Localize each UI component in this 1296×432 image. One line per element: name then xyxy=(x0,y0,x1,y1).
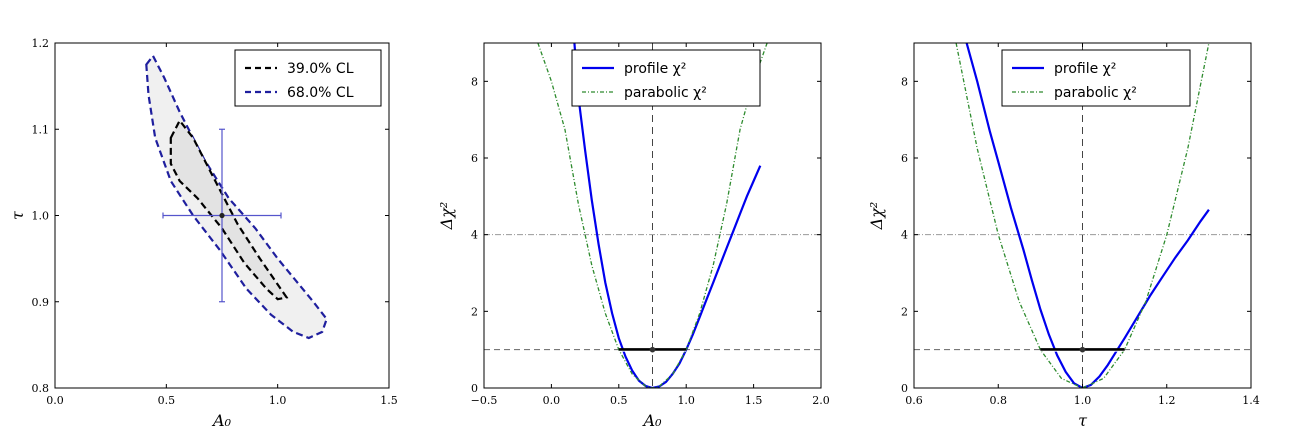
x-tick-label: 0.6 xyxy=(905,394,923,407)
y-tick-label: 0.9 xyxy=(32,296,50,309)
x-axis-label: A₀ xyxy=(211,411,232,430)
x-tick-label: 0.8 xyxy=(990,394,1008,407)
profile-chi2-curve xyxy=(965,43,1210,388)
x-tick-label: 0.5 xyxy=(158,394,176,407)
legend-label: profile χ² xyxy=(624,61,686,77)
y-tick-label: 1.1 xyxy=(32,123,50,136)
interval-center-point xyxy=(1079,346,1086,353)
y-axis-label: τ xyxy=(8,210,27,220)
parabolic-chi2-curve xyxy=(955,43,1210,388)
profile-chi2-curve xyxy=(573,43,762,388)
y-tick-label: 6 xyxy=(901,152,908,165)
y-axis-label: Δχ² xyxy=(437,202,456,231)
legend: 39.0% CL 68.0% CL xyxy=(234,49,382,107)
x-tick-label: 1.4 xyxy=(1242,394,1260,407)
plot-area xyxy=(914,43,1251,388)
legend-box xyxy=(571,49,761,107)
plot-frame xyxy=(483,42,822,389)
y-tick-label: 4 xyxy=(901,229,908,242)
x-tick-label: 0.0 xyxy=(46,394,64,407)
legend-label: parabolic χ² xyxy=(1054,85,1137,101)
y-tick-label: 1.2 xyxy=(32,37,50,50)
best-fit-point xyxy=(219,212,225,219)
legend: profile χ² parabolic χ² xyxy=(1001,49,1191,107)
legend-label: parabolic χ² xyxy=(624,85,707,101)
x-tick-label: 2.0 xyxy=(812,394,830,407)
y-tick-label: 2 xyxy=(471,305,478,318)
x-tick-label: 1.2 xyxy=(1158,394,1176,407)
y-tick-label: 0 xyxy=(471,382,478,395)
x-tick-label: 1.0 xyxy=(1074,394,1092,407)
legend: profile χ² parabolic χ² xyxy=(571,49,761,107)
x-tick-label: 1.5 xyxy=(745,394,763,407)
y-tick-label: 4 xyxy=(471,229,478,242)
y-tick-label: 6 xyxy=(471,152,478,165)
y-tick-label: 0.8 xyxy=(32,382,50,395)
legend-label: 68.0% CL xyxy=(287,85,354,101)
x-tick-label: 1.0 xyxy=(269,394,287,407)
plot-area xyxy=(484,43,821,388)
legend-label: profile χ² xyxy=(1054,61,1116,77)
x-tick-label: 1.0 xyxy=(677,394,695,407)
x-tick-label: 0.5 xyxy=(610,394,628,407)
y-tick-label: 2 xyxy=(901,305,908,318)
x-tick-label: 0.0 xyxy=(543,394,561,407)
legend-box xyxy=(234,49,382,107)
x-tick-label: −0.5 xyxy=(471,394,498,407)
y-tick-label: 0 xyxy=(901,382,908,395)
x-axis-label: τ xyxy=(1078,411,1088,430)
y-tick-label: 8 xyxy=(901,75,908,88)
y-tick-label: 1.0 xyxy=(32,210,50,223)
contour-39-cl xyxy=(169,118,289,301)
plot-area xyxy=(145,53,328,340)
x-axis-label: A₀ xyxy=(642,411,663,430)
y-tick-label: 8 xyxy=(471,75,478,88)
y-axis-label: Δχ² xyxy=(867,202,886,231)
legend-box xyxy=(1001,49,1191,107)
x-tick-label: 1.5 xyxy=(380,394,398,407)
interval-center-point xyxy=(649,346,656,353)
legend-label: 39.0% CL xyxy=(287,61,354,77)
panel-1: 0.0 0.5 1.0 1.5 0.8 0.9 1.0 1.1 1.2 A₀ τ 39.0% CL 68… xyxy=(8,37,398,430)
panel-3: 0.6 0.8 1.0 1.2 1.4 0 2 4 6 8 τ Δχ² profile χ² parabo… xyxy=(867,42,1260,430)
